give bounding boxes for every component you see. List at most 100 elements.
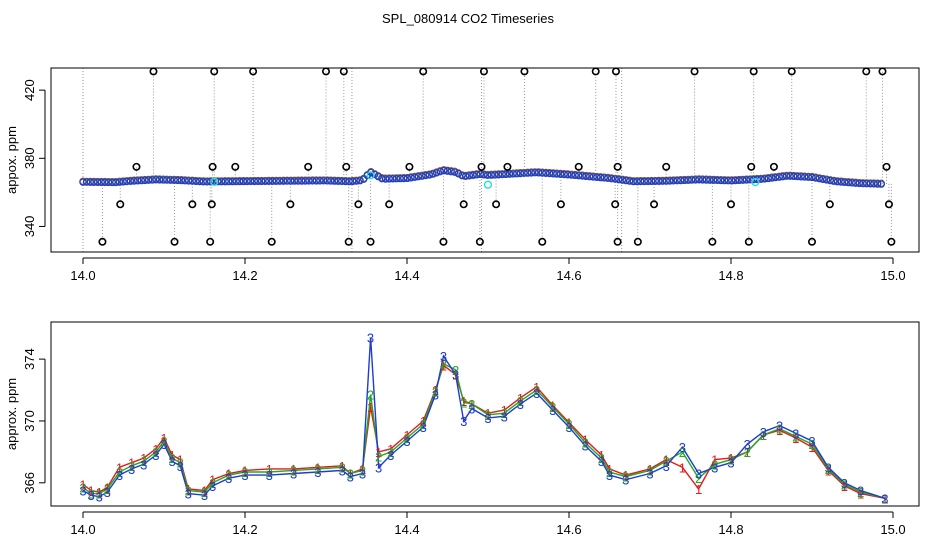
top-series-3-point — [717, 176, 725, 185]
top-series-3-point — [185, 177, 193, 185]
top-series-3-point — [760, 175, 769, 183]
bottom-x-tick-label: 14.8 — [718, 522, 743, 537]
top-series-3-point — [272, 177, 280, 185]
top-x-axis: 14.0 14.2 14.4 14.6 14.8 15.0 — [70, 257, 906, 283]
top-series-3-point — [706, 176, 714, 184]
top-series-3-point — [647, 177, 656, 186]
bottom-series-3-marker: 3 — [565, 420, 572, 435]
top-outlier-point — [744, 237, 753, 246]
bottom-series-2-marker: 2 — [582, 436, 589, 451]
bottom-series-2-marker: 2 — [598, 451, 605, 466]
top-series-3-point — [553, 170, 561, 178]
top-series-3-point — [618, 176, 627, 184]
top-series-3-point — [480, 171, 488, 179]
top-series-3-point — [254, 177, 262, 186]
top-series-3-point — [265, 177, 273, 185]
bottom-series-1-marker: 1 — [776, 423, 783, 438]
top-series-3-point — [155, 176, 164, 184]
top-series-3-point — [181, 177, 189, 185]
top-series-3-point — [844, 178, 853, 187]
bottom-series-2-marker: 2 — [96, 487, 103, 502]
bottom-series-3-marker: 3 — [140, 457, 147, 472]
bottom-series-2-marker: 2 — [403, 431, 410, 446]
bottom-series-1-marker: 1 — [841, 479, 848, 494]
top-series-3-point — [239, 177, 248, 186]
top-series-3-point — [534, 169, 543, 177]
top-series-3-point — [86, 178, 94, 186]
bottom-series-1-marker: 1 — [367, 400, 374, 415]
top-series-3-point — [334, 177, 342, 185]
bottom-series-3-marker: 3 — [606, 468, 613, 483]
top-series-3-point — [724, 176, 732, 185]
bottom-series-3-marker: 3 — [841, 476, 848, 491]
bottom-series-1-marker: 1 — [727, 451, 734, 466]
bottom-series-3-marker: 3 — [359, 467, 366, 482]
bottom-series-1-marker: 1 — [679, 460, 686, 475]
top-series-3-point — [633, 177, 641, 186]
top-series-3-point — [243, 177, 251, 186]
bottom-series-2-marker: 2 — [468, 397, 475, 412]
bottom-series-2-marker: 2 — [128, 459, 135, 474]
top-series-3-point — [279, 177, 288, 185]
bottom-series-2-marker: 2 — [792, 429, 799, 444]
bottom-series-3-marker: 3 — [646, 467, 653, 482]
bottom-series-2-marker: 2 — [116, 465, 123, 480]
bottom-series-1-marker: 1 — [517, 391, 524, 406]
top-series-3-point — [790, 172, 798, 181]
top-series-3-point — [174, 176, 182, 185]
top-series-3-point — [640, 177, 649, 186]
top-series-3-point — [735, 176, 743, 185]
top-series-3-point — [775, 173, 783, 181]
bottom-series-3-marker: 3 — [744, 437, 751, 452]
bottom-series-3-marker: 3 — [116, 468, 123, 483]
top-series-3-point — [159, 176, 167, 184]
bottom-series-2-marker: 2 — [87, 487, 94, 502]
bottom-series-3-marker: 3 — [468, 402, 475, 417]
top-outlier-point — [231, 162, 240, 171]
bottom-series-2-marker: 2 — [160, 434, 167, 449]
top-outlier-point — [477, 162, 486, 171]
top-series-3-point — [374, 172, 382, 181]
bottom-series-1-marker: 1 — [347, 467, 354, 482]
bottom-x-tick-label: 14.6 — [556, 522, 581, 537]
top-series-3-point — [626, 177, 634, 185]
top-series-3-point — [447, 167, 455, 176]
top-series-3-point — [400, 174, 408, 183]
top-outlier-point — [116, 200, 125, 209]
top-series-3-point — [873, 180, 882, 188]
top-series-3-point — [862, 179, 871, 188]
bottom-series-2-marker: 2 — [533, 383, 540, 398]
top-outlier-point — [613, 162, 622, 171]
bottom-series-3-marker: 3 — [339, 463, 346, 478]
top-series-3-point — [779, 172, 787, 181]
top-series-3-point — [301, 177, 310, 185]
top-series-3-point — [877, 180, 885, 188]
bottom-series-1-marker: 1 — [314, 460, 321, 475]
bottom-series-2-marker: 2 — [241, 465, 248, 480]
top-series-3-point — [228, 177, 237, 186]
top-series-3-point — [596, 173, 605, 182]
top-series-3-point — [666, 177, 674, 185]
bottom-series-3-marker: 3 — [501, 409, 508, 424]
bottom-series-1-marker: 1 — [825, 463, 832, 478]
bottom-series-1-marker: 1 — [598, 448, 605, 463]
top-series-3-point — [658, 177, 667, 185]
top-series-3-point — [232, 177, 240, 186]
bottom-series-2-marker: 2 — [201, 485, 208, 500]
top-series-3-point — [564, 171, 572, 179]
top-series-3-point — [458, 171, 466, 180]
top-series-3-point — [567, 171, 576, 179]
top-series-3-point — [236, 177, 244, 186]
bottom-series-1-marker: 1 — [225, 467, 232, 482]
top-series-3-point — [378, 174, 386, 183]
top-series-3-point — [148, 176, 156, 184]
bottom-series-1-marker: 1 — [177, 453, 184, 468]
top-series-3-point — [585, 172, 594, 181]
bottom-series-3-marker: 3 — [711, 460, 718, 475]
bottom-series-1-marker: 1 — [468, 397, 475, 412]
figure-title: SPL_080914 CO2 Timeseries — [382, 11, 554, 26]
top-series-3-point — [764, 174, 772, 183]
top-x-tick-label: 14.8 — [718, 268, 743, 283]
top-series-3-point — [556, 170, 565, 178]
top-series-3-point — [731, 176, 740, 185]
